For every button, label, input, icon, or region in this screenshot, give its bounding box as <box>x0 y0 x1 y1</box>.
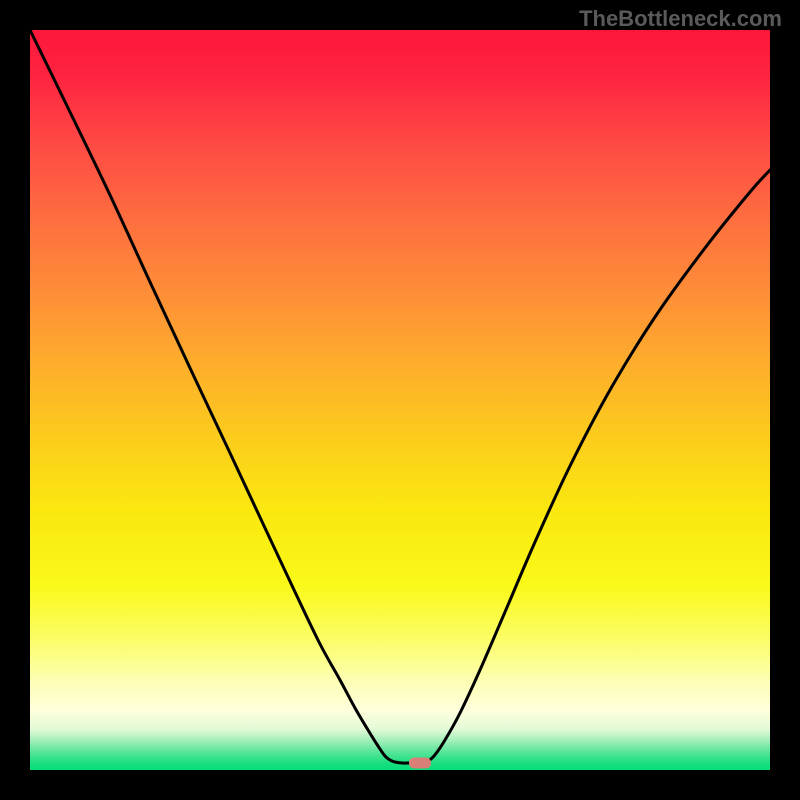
chart-plot-area <box>30 30 770 770</box>
watermark-text: TheBottleneck.com <box>579 6 782 32</box>
optimal-point-marker <box>409 758 431 769</box>
bottleneck-curve <box>30 30 770 770</box>
